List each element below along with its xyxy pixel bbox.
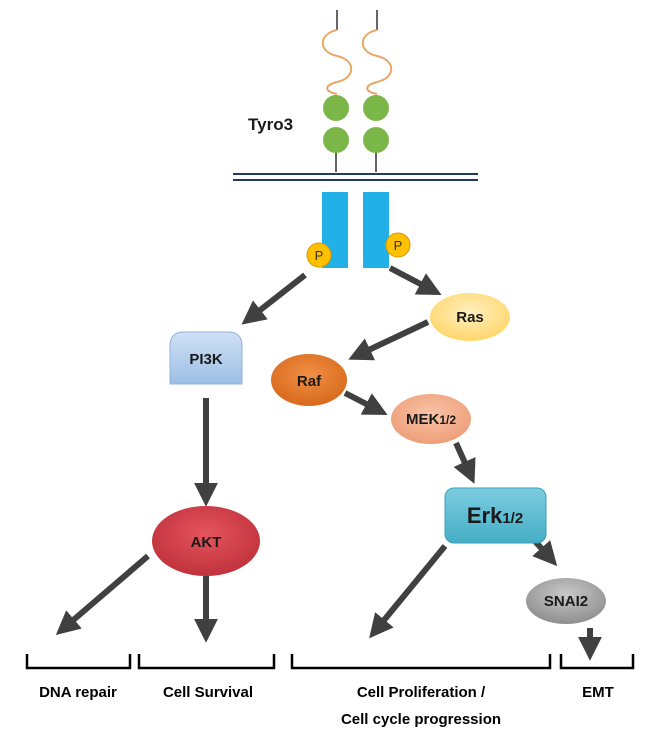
akt-shape [152, 506, 260, 576]
ig-domain-right-2 [363, 127, 389, 153]
outcome-proliferation-line1: Cell Proliferation / [357, 684, 486, 701]
arrow-akt-to-dna-repair [55, 553, 150, 636]
arrow-ras-to-raf [348, 319, 430, 361]
ig-domain-left-1 [323, 95, 349, 121]
mek-label-main: MEK [406, 411, 440, 428]
arrow-p-to-pi3k [241, 272, 307, 325]
outcome-proliferation-line2: Cell cycle progression [341, 711, 501, 728]
node-akt: AKT [152, 506, 260, 576]
bracket-dna-repair [25, 654, 132, 670]
phospho-label-right: P [394, 238, 403, 253]
fn-loop-left [321, 29, 353, 95]
erk-label-main: Erk [467, 503, 503, 528]
raf-shape [271, 354, 347, 406]
outcome-emt: EMT [582, 684, 614, 701]
outcome-brackets [25, 654, 635, 670]
phospho-label-left: P [315, 248, 324, 263]
node-snai2: SNAI2 [526, 578, 606, 624]
pi3k-label: PI3K [189, 351, 223, 368]
arrow-p-to-ras [388, 265, 442, 296]
bracket-proliferation [290, 654, 552, 670]
akt-label: AKT [191, 534, 222, 551]
mek-label-sub: 1/2 [439, 413, 456, 427]
snai2-label: SNAI2 [544, 593, 588, 610]
outcome-dna-repair: DNA repair [39, 684, 117, 701]
node-ras: Ras [430, 293, 510, 341]
erk-label: Erk1/2 [467, 503, 523, 528]
mek-label: MEK1/2 [406, 411, 456, 428]
fn-loop-right [361, 29, 393, 95]
node-pi3k: PI3K [169, 331, 243, 385]
phospho-site-left [306, 242, 332, 268]
erk-label-sub: 1/2 [502, 510, 523, 527]
kinase-domain-right [363, 192, 389, 268]
snai2-shape [526, 578, 606, 624]
arrow-raf-to-mek [343, 390, 388, 415]
bracket-emt [559, 654, 635, 670]
arrow-mek-to-erk [453, 441, 476, 484]
pi3k-shape [169, 331, 243, 385]
erk-shape [444, 487, 547, 544]
node-raf: Raf [271, 354, 347, 406]
ig-domain-left-2 [323, 127, 349, 153]
ras-label: Ras [456, 309, 484, 326]
ras-shape [430, 293, 510, 341]
receptor-name: Tyro3 [248, 115, 293, 134]
raf-label: Raf [297, 373, 322, 390]
signaling-arrows [55, 265, 602, 661]
mek-shape [391, 394, 471, 444]
bracket-cell-survival [137, 654, 276, 670]
node-mek: MEK1/2 [391, 394, 471, 444]
node-erk: Erk1/2 [444, 487, 547, 544]
tyro3-receptor: P P [233, 10, 478, 268]
phospho-site-right [385, 232, 411, 258]
arrow-erk-to-proliferation [369, 544, 448, 639]
outcome-cell-survival: Cell Survival [163, 684, 253, 701]
ig-domain-right-1 [363, 95, 389, 121]
